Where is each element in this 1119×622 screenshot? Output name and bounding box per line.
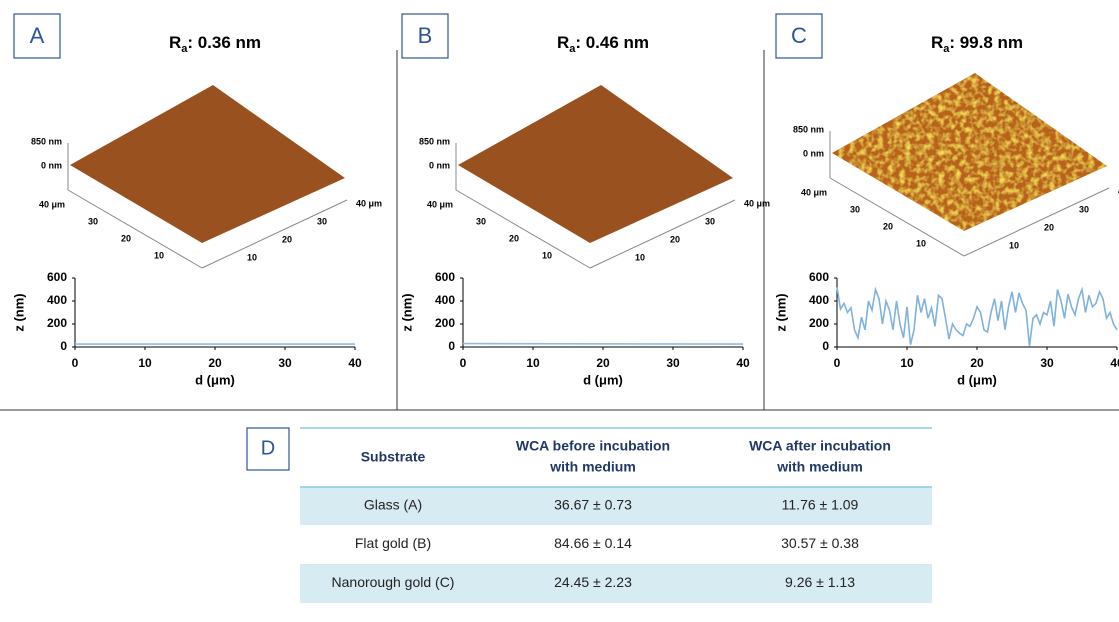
title-value: : 0.36 nm xyxy=(187,33,261,52)
figure: A Ra: 0.36 nm 850 nm 0 nm 40 μm 30 20 10 10 20 30 4… xyxy=(0,0,1119,622)
surface-axis-label: 20 xyxy=(1044,222,1054,232)
surface-axis-label: 40 μm xyxy=(801,187,827,197)
x-tick-label: 30 xyxy=(278,356,292,370)
table-cell: 30.57 ± 0.38 xyxy=(781,535,859,551)
table-cell: 24.45 ± 2.23 xyxy=(554,574,632,590)
y-axis-label: z (nm) xyxy=(399,293,414,331)
title-symbol: R xyxy=(557,33,569,52)
y-axis-label: z (nm) xyxy=(11,293,26,331)
x-axis-label: d (μm) xyxy=(957,372,997,387)
y-tick-label: 200 xyxy=(47,316,67,330)
y-tick-label: 200 xyxy=(435,316,455,330)
table-cell: Flat gold (B) xyxy=(355,535,431,551)
surface-axis-label: 10 xyxy=(542,250,552,260)
surface-axis-label: 40 μm xyxy=(427,199,453,209)
x-tick-label: 30 xyxy=(1040,356,1054,370)
x-tick-label: 40 xyxy=(348,356,362,370)
table-header: WCA before incubation xyxy=(516,438,670,454)
surface-axis-label: 20 xyxy=(509,233,519,243)
surface xyxy=(458,85,733,243)
surface-axis-label: 30 xyxy=(850,204,860,214)
y-tick-label: 600 xyxy=(47,270,67,284)
surface-axis-label: 10 xyxy=(154,250,164,260)
table-cell: Nanorough gold (C) xyxy=(332,574,455,590)
surface-axis-label: 30 xyxy=(705,216,715,226)
z-label: 0 nm xyxy=(41,160,62,170)
x-tick-label: 20 xyxy=(970,356,984,370)
table-cell: 84.66 ± 0.14 xyxy=(554,535,632,551)
x-tick-label: 10 xyxy=(900,356,914,370)
surface-axis-label: 20 xyxy=(121,233,131,243)
surface xyxy=(832,73,1107,231)
table-cell: Glass (A) xyxy=(364,497,422,513)
panel-label: C xyxy=(791,23,807,48)
surface-axis-label: 20 xyxy=(670,234,680,244)
surface-axis-label: 40 μm xyxy=(39,199,65,209)
x-tick-label: 0 xyxy=(460,356,467,370)
x-tick-label: 0 xyxy=(72,356,79,370)
surface-axis-label: 30 xyxy=(88,216,98,226)
y-axis-label: z (nm) xyxy=(773,293,788,331)
surface-axis-label: 10 xyxy=(916,238,926,248)
table-cell: 9.26 ± 1.13 xyxy=(785,574,855,590)
surface-axis-label: 10 xyxy=(247,252,257,262)
surface-axis-label: 30 xyxy=(1079,204,1089,214)
title-value: : 0.46 nm xyxy=(575,33,649,52)
z-label: 850 nm xyxy=(31,136,62,146)
panel-title: Ra: 99.8 nm xyxy=(931,33,1023,54)
x-tick-label: 30 xyxy=(666,356,680,370)
panel-title: Ra: 0.36 nm xyxy=(169,33,261,54)
panel-title: Ra: 0.46 nm xyxy=(557,33,649,54)
z-label: 850 nm xyxy=(419,136,450,146)
y-tick-label: 400 xyxy=(47,293,67,307)
y-tick-label: 400 xyxy=(435,293,455,307)
surface-axis-label: 40 μm xyxy=(744,198,770,208)
surface-axis-label: 10 xyxy=(635,252,645,262)
profile-line xyxy=(837,287,1117,346)
y-tick-label: 0 xyxy=(822,339,829,353)
x-axis-label: d (μm) xyxy=(583,372,623,387)
table-header: WCA after incubation xyxy=(749,438,891,454)
y-tick-label: 200 xyxy=(809,316,829,330)
x-tick-label: 20 xyxy=(596,356,610,370)
z-label: 0 nm xyxy=(429,160,450,170)
surface-axis-label: 20 xyxy=(883,221,893,231)
x-tick-label: 0 xyxy=(834,356,841,370)
title-symbol: R xyxy=(931,33,943,52)
x-tick-label: 20 xyxy=(208,356,222,370)
panel-label: A xyxy=(30,23,45,48)
x-tick-label: 10 xyxy=(526,356,540,370)
table-cell: 11.76 ± 1.09 xyxy=(782,497,859,513)
surface-axis-label: 30 xyxy=(476,216,486,226)
z-label: 850 nm xyxy=(793,124,824,134)
surface-axis-label: 10 xyxy=(1009,240,1019,250)
table-header: with medium xyxy=(549,459,636,475)
surface-axis-label: 20 xyxy=(282,234,292,244)
title-symbol: R xyxy=(169,33,181,52)
x-tick-label: 40 xyxy=(736,356,750,370)
title-value: : 99.8 nm xyxy=(949,33,1023,52)
table-header: Substrate xyxy=(361,449,426,465)
profile-line xyxy=(463,344,743,345)
surface xyxy=(70,85,345,243)
surface-axis-label: 40 μm xyxy=(356,198,382,208)
x-tick-label: 40 xyxy=(1110,356,1119,370)
y-tick-label: 600 xyxy=(435,270,455,284)
y-tick-label: 0 xyxy=(448,339,455,353)
z-label: 0 nm xyxy=(803,148,824,158)
y-tick-label: 400 xyxy=(809,293,829,307)
x-tick-label: 10 xyxy=(138,356,152,370)
table-cell: 36.67 ± 0.73 xyxy=(554,497,632,513)
table-header: with medium xyxy=(776,459,863,475)
x-axis-label: d (μm) xyxy=(195,372,235,387)
panel-label: B xyxy=(418,23,433,48)
surface-axis-label: 30 xyxy=(317,216,327,226)
table-label: D xyxy=(261,437,275,459)
y-tick-label: 600 xyxy=(809,270,829,284)
y-tick-label: 0 xyxy=(60,339,67,353)
